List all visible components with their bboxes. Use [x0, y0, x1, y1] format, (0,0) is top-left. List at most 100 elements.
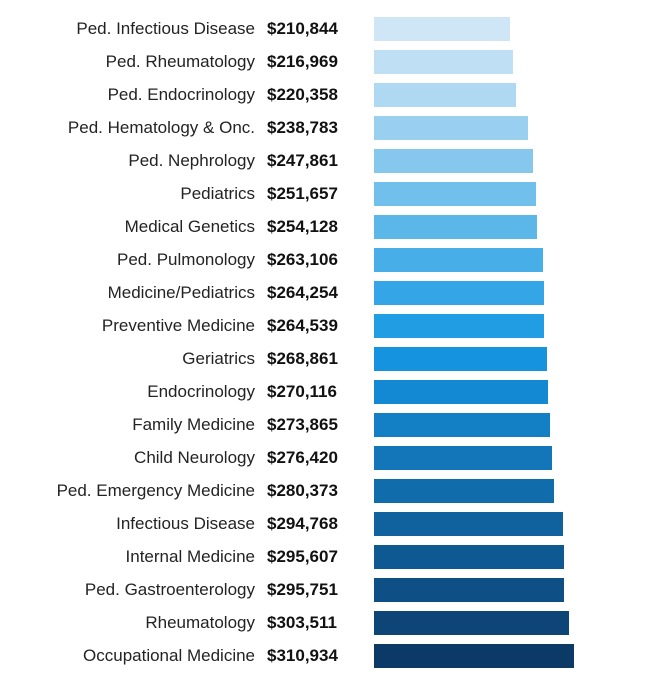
row-label: Occupational Medicine [20, 646, 255, 666]
bar-fill [374, 644, 574, 668]
bar-fill [374, 380, 548, 404]
row-label: Ped. Rheumatology [20, 52, 255, 72]
row-label: Ped. Hematology & Onc. [20, 118, 255, 138]
bar-fill [374, 50, 513, 74]
bar-track [374, 446, 636, 470]
bar-track [374, 116, 636, 140]
row-label: Preventive Medicine [20, 316, 255, 336]
bar-track [374, 347, 636, 371]
bar-track [374, 545, 636, 569]
row-label: Medicine/Pediatrics [20, 283, 255, 303]
row-ped-emergency-medicine: Ped. Emergency Medicine $280,373 [20, 474, 636, 507]
row-value: $310,934 [267, 646, 362, 666]
bar-track [374, 248, 636, 272]
bar-fill [374, 182, 536, 206]
row-value: $247,861 [267, 151, 362, 171]
row-endocrinology: Endocrinology $270,116 [20, 375, 636, 408]
row-value: $216,969 [267, 52, 362, 72]
row-infectious-disease: Infectious Disease $294,768 [20, 507, 636, 540]
row-medicine-pediatrics: Medicine/Pediatrics $264,254 [20, 276, 636, 309]
row-preventive-medicine: Preventive Medicine $264,539 [20, 309, 636, 342]
bar-fill [374, 578, 564, 602]
row-geriatrics: Geriatrics $268,861 [20, 342, 636, 375]
row-label: Medical Genetics [20, 217, 255, 237]
bar-fill [374, 149, 533, 173]
row-label: Infectious Disease [20, 514, 255, 534]
bar-fill [374, 413, 550, 437]
row-value: $251,657 [267, 184, 362, 204]
row-value: $238,783 [267, 118, 362, 138]
row-value: $276,420 [267, 448, 362, 468]
row-value: $264,254 [267, 283, 362, 303]
bar-track [374, 149, 636, 173]
row-medical-genetics: Medical Genetics $254,128 [20, 210, 636, 243]
bar-fill [374, 347, 547, 371]
bar-track [374, 479, 636, 503]
bar-track [374, 50, 636, 74]
row-rheumatology: Rheumatology $303,511 [20, 606, 636, 639]
bar-track [374, 380, 636, 404]
bar-track [374, 83, 636, 107]
bar-track [374, 281, 636, 305]
row-label: Ped. Endocrinology [20, 85, 255, 105]
row-value: $268,861 [267, 349, 362, 369]
row-value: $273,865 [267, 415, 362, 435]
row-label: Internal Medicine [20, 547, 255, 567]
bar-fill [374, 479, 554, 503]
row-label: Rheumatology [20, 613, 255, 633]
bar-fill [374, 281, 544, 305]
row-pediatrics: Pediatrics $251,657 [20, 177, 636, 210]
row-label: Endocrinology [20, 382, 255, 402]
bar-fill [374, 512, 563, 536]
bar-track [374, 512, 636, 536]
row-label: Ped. Nephrology [20, 151, 255, 171]
salary-bar-chart: Ped. Infectious Disease $210,844 Ped. Rheu… [0, 0, 656, 692]
bar-track [374, 215, 636, 239]
bar-fill [374, 314, 544, 338]
row-value: $295,751 [267, 580, 362, 600]
row-value: $270,116 [267, 382, 362, 402]
bar-track [374, 314, 636, 338]
row-label: Child Neurology [20, 448, 255, 468]
bar-track [374, 578, 636, 602]
row-family-medicine: Family Medicine $273,865 [20, 408, 636, 441]
row-value: $280,373 [267, 481, 362, 501]
bar-track [374, 17, 636, 41]
row-ped-hematology-onc: Ped. Hematology & Onc. $238,783 [20, 111, 636, 144]
row-value: $220,358 [267, 85, 362, 105]
bar-fill [374, 116, 528, 140]
row-label: Ped. Infectious Disease [20, 19, 255, 39]
row-label: Ped. Gastroenterology [20, 580, 255, 600]
row-label: Geriatrics [20, 349, 255, 369]
row-label: Family Medicine [20, 415, 255, 435]
row-value: $210,844 [267, 19, 362, 39]
row-occupational-medicine: Occupational Medicine $310,934 [20, 639, 636, 672]
row-ped-nephrology: Ped. Nephrology $247,861 [20, 144, 636, 177]
row-child-neurology: Child Neurology $276,420 [20, 441, 636, 474]
bar-track [374, 182, 636, 206]
bar-fill [374, 83, 516, 107]
row-value: $295,607 [267, 547, 362, 567]
row-ped-endocrinology: Ped. Endocrinology $220,358 [20, 78, 636, 111]
row-value: $263,106 [267, 250, 362, 270]
row-label: Ped. Pulmonology [20, 250, 255, 270]
bar-fill [374, 611, 569, 635]
row-ped-infectious-disease: Ped. Infectious Disease $210,844 [20, 12, 636, 45]
row-ped-gastroenterology: Ped. Gastroenterology $295,751 [20, 573, 636, 606]
row-label: Pediatrics [20, 184, 255, 204]
row-value: $294,768 [267, 514, 362, 534]
bar-fill [374, 17, 510, 41]
row-value: $254,128 [267, 217, 362, 237]
bar-fill [374, 215, 537, 239]
row-label: Ped. Emergency Medicine [20, 481, 255, 501]
row-internal-medicine: Internal Medicine $295,607 [20, 540, 636, 573]
row-ped-pulmonology: Ped. Pulmonology $263,106 [20, 243, 636, 276]
row-ped-rheumatology: Ped. Rheumatology $216,969 [20, 45, 636, 78]
row-value: $264,539 [267, 316, 362, 336]
row-value: $303,511 [267, 613, 362, 633]
bar-fill [374, 446, 552, 470]
bar-fill [374, 545, 564, 569]
bar-track [374, 644, 636, 668]
bar-fill [374, 248, 543, 272]
bar-track [374, 611, 636, 635]
